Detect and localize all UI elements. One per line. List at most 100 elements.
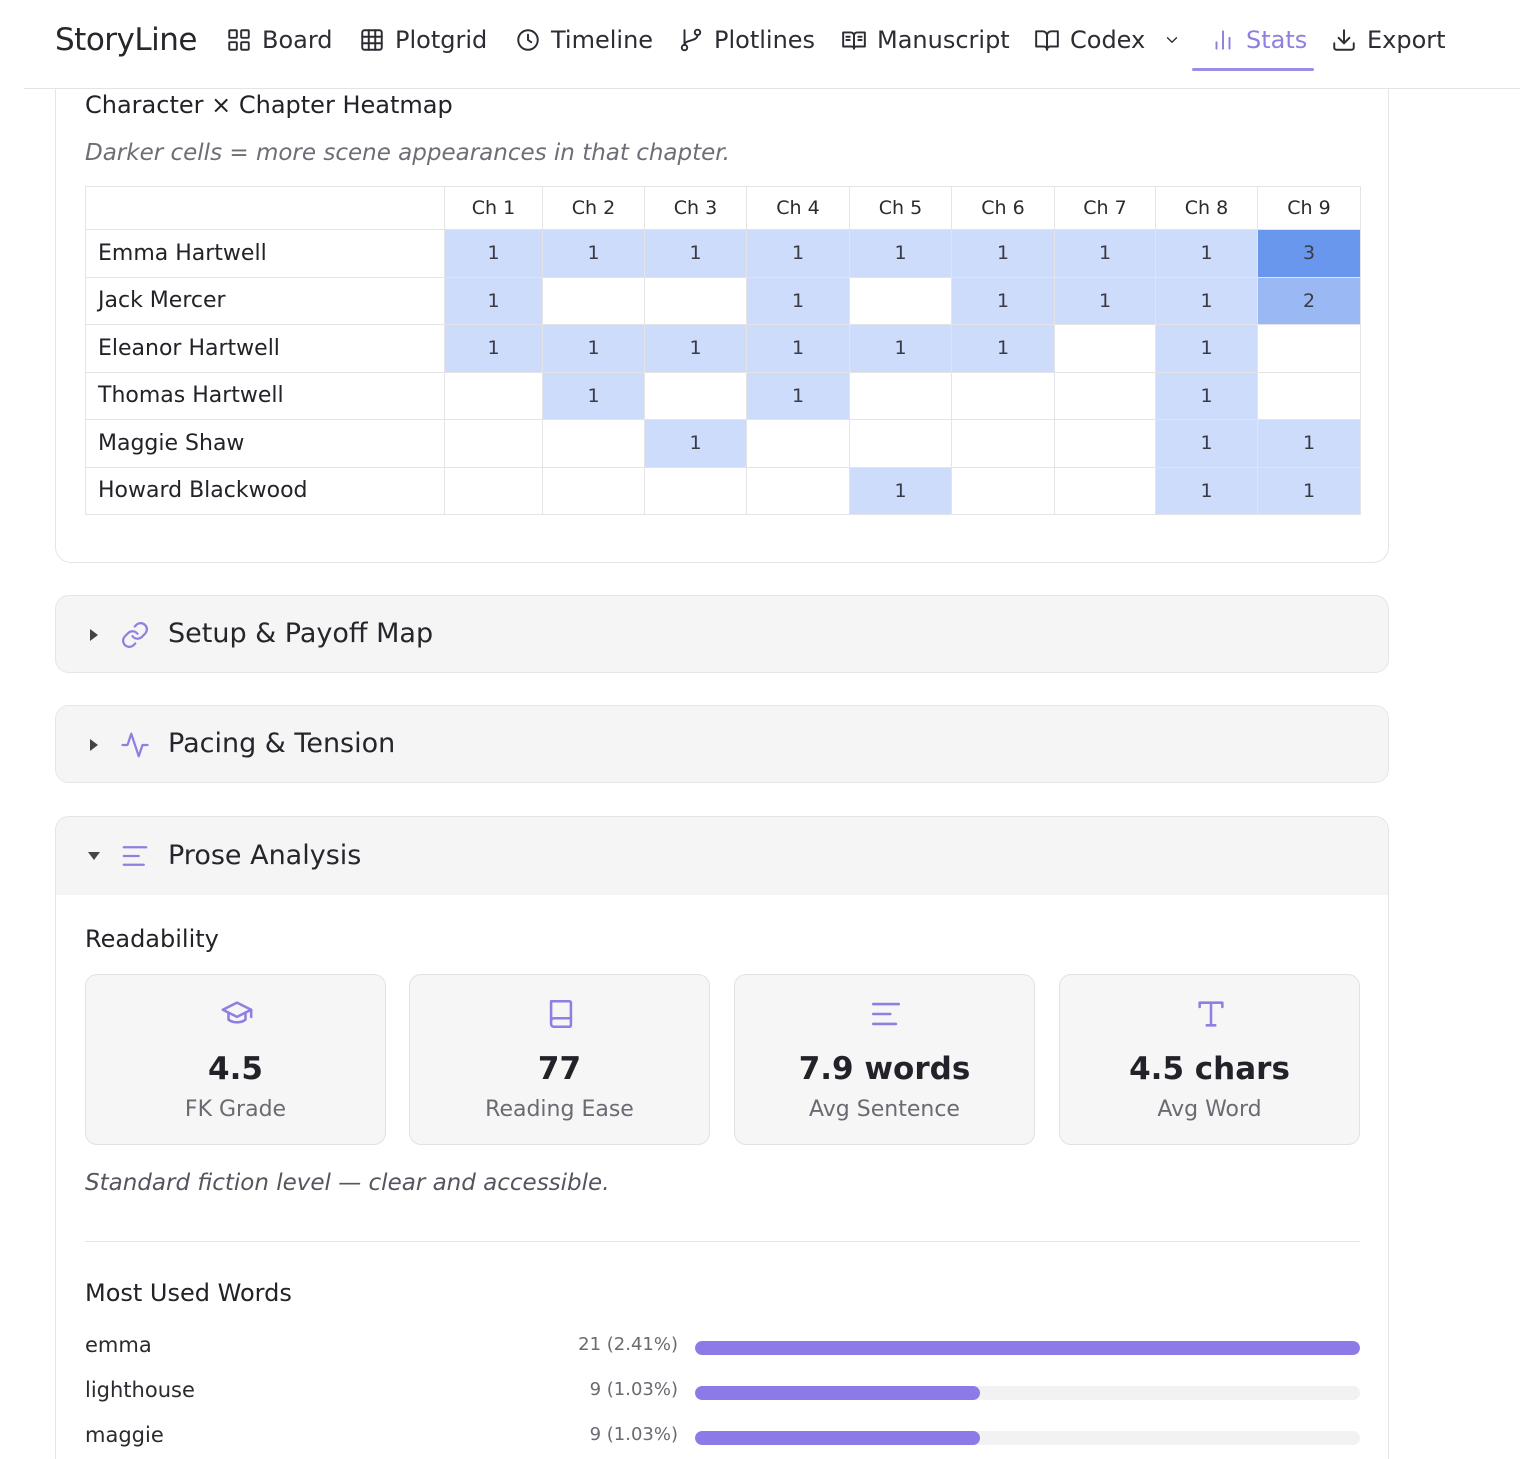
setup-payoff-section[interactable]: Setup & Payoff Map [55, 595, 1389, 673]
section-divider [85, 1241, 1360, 1242]
word-count: 9 (1.03%) [589, 1424, 678, 1445]
grid-icon [228, 29, 250, 51]
heatmap-row: Thomas Hartwell 1 1 1 [85, 371, 1361, 420]
nav-board[interactable]: Board [226, 22, 333, 58]
heatmap-row: Maggie Shaw 1 1 1 [85, 419, 1361, 468]
heatmap-cell: 1 [644, 419, 747, 468]
download-icon [1333, 29, 1355, 51]
heatmap-table: Ch 1 Ch 2 Ch 3 Ch 4 Ch 5 Ch 6 Ch 7 Ch 8 Ch 9 Emm… [85, 186, 1361, 515]
chevron-down-icon[interactable] [1163, 31, 1181, 49]
nav-codex-label: Codex [1070, 26, 1146, 54]
heatmap-cell [444, 371, 543, 420]
heatmap-row: Howard Blackwood 1 1 1 [85, 466, 1361, 515]
metric-value: 4.5 chars [1129, 1051, 1290, 1087]
heatmap-header-row: Ch 1 Ch 2 Ch 3 Ch 4 Ch 5 Ch 6 Ch 7 Ch 8 Ch 9 [85, 186, 1361, 230]
character-name: Thomas Hartwell [85, 371, 445, 420]
collapse-triangle-icon [88, 852, 100, 860]
heatmap-cell: 1 [1155, 229, 1258, 278]
metric-value: 77 [537, 1051, 582, 1087]
heatmap-row: Eleanor Hartwell 1 1 1 1 1 1 1 [85, 324, 1361, 373]
heatmap-cell [644, 371, 747, 420]
prose-analysis-title: Prose Analysis [168, 840, 362, 871]
word-row: lighthouse 9 (1.03%) [85, 1378, 1360, 1408]
heatmap-cell [849, 419, 952, 468]
nav-plotgrid-label: Plotgrid [395, 26, 488, 54]
heatmap-cell: 1 [644, 324, 747, 373]
metric-reading-ease: 77 Reading Ease [409, 974, 710, 1145]
heatmap-title: Character × Chapter Heatmap [85, 91, 453, 119]
heatmap-cell: 1 [746, 324, 850, 373]
heatmap-cell [1054, 466, 1156, 515]
heatmap-cell [849, 276, 952, 325]
readability-title: Readability [85, 925, 219, 953]
nav-stats[interactable]: Stats [1210, 22, 1307, 58]
nav-stats-label: Stats [1246, 26, 1308, 54]
chapter-header: Ch 7 [1054, 186, 1156, 230]
heatmap-cell [1054, 419, 1156, 468]
chapter-header: Ch 5 [849, 186, 952, 230]
word-bar-fill [695, 1431, 980, 1445]
word-label: emma [85, 1333, 152, 1357]
nav-manuscript-label: Manuscript [877, 26, 1010, 54]
git-branch-icon [680, 28, 702, 52]
chapter-header: Ch 8 [1155, 186, 1258, 230]
word-bar-track [695, 1386, 1360, 1400]
pacing-title: Pacing & Tension [168, 728, 396, 759]
character-name: Jack Mercer [85, 276, 445, 325]
heatmap-cell [746, 419, 850, 468]
graduation-cap-icon [221, 1001, 253, 1024]
nav-plotlines[interactable]: Plotlines [678, 22, 815, 58]
align-left-icon [122, 846, 148, 866]
heatmap-cell [951, 466, 1055, 515]
heatmap-cell [644, 466, 747, 515]
heatmap-cell [746, 466, 850, 515]
heatmap-cell [951, 419, 1055, 468]
pacing-section[interactable]: Pacing & Tension [55, 705, 1389, 783]
word-row: emma 21 (2.41%) [85, 1333, 1360, 1363]
heatmap-cell [444, 466, 543, 515]
nav-manuscript[interactable]: Manuscript [841, 22, 1010, 58]
nav-codex[interactable]: Codex [1034, 22, 1181, 58]
character-name: Howard Blackwood [85, 466, 445, 515]
word-count: 21 (2.41%) [578, 1334, 678, 1355]
table-icon [361, 29, 383, 51]
metric-fk-grade: 4.5 FK Grade [85, 974, 386, 1145]
heatmap-cell: 1 [951, 276, 1055, 325]
heatmap-cell: 1 [644, 229, 747, 278]
word-label: lighthouse [85, 1378, 195, 1402]
word-bar-fill [695, 1341, 1360, 1355]
character-name: Emma Hartwell [85, 229, 445, 278]
heatmap-cell: 1 [951, 324, 1055, 373]
word-bar-track [695, 1341, 1360, 1355]
nav-timeline-label: Timeline [551, 26, 654, 54]
heatmap-cell: 1 [1257, 466, 1361, 515]
heatmap-cell: 1 [444, 276, 543, 325]
metric-value: 4.5 [208, 1051, 263, 1087]
nav-timeline[interactable]: Timeline [515, 22, 653, 58]
heatmap-corner [85, 186, 445, 230]
metric-avg-word: 4.5 chars Avg Word [1059, 974, 1360, 1145]
setup-payoff-title: Setup & Payoff Map [168, 618, 434, 649]
heatmap-cell: 1 [849, 324, 952, 373]
heatmap-row: Emma Hartwell 1 1 1 1 1 1 1 1 3 [85, 229, 1361, 278]
heatmap-cell [542, 276, 645, 325]
heatmap-cell: 1 [542, 229, 645, 278]
nav-plotlines-label: Plotlines [714, 26, 816, 54]
activity-icon [121, 732, 149, 758]
heatmap-cell: 3 [1257, 229, 1361, 278]
chapter-header: Ch 4 [746, 186, 850, 230]
heatmap-cell: 1 [542, 324, 645, 373]
brand-logo[interactable]: StoryLine [55, 22, 198, 58]
heatmap-cell [542, 419, 645, 468]
nav-plotgrid[interactable]: Plotgrid [359, 22, 487, 58]
metric-label: Avg Word [1157, 1097, 1262, 1122]
type-icon [1198, 1001, 1224, 1027]
heatmap-card: Character × Chapter Heatmap Darker cells… [55, 60, 1389, 563]
chapter-header: Ch 1 [444, 186, 543, 230]
prose-analysis-header[interactable]: Prose Analysis [56, 817, 1388, 895]
heatmap-cell: 1 [746, 229, 850, 278]
book-icon [1035, 30, 1059, 51]
book-open-icon [842, 31, 866, 50]
nav-export-label: Export [1367, 26, 1446, 54]
nav-export[interactable]: Export [1331, 22, 1446, 58]
